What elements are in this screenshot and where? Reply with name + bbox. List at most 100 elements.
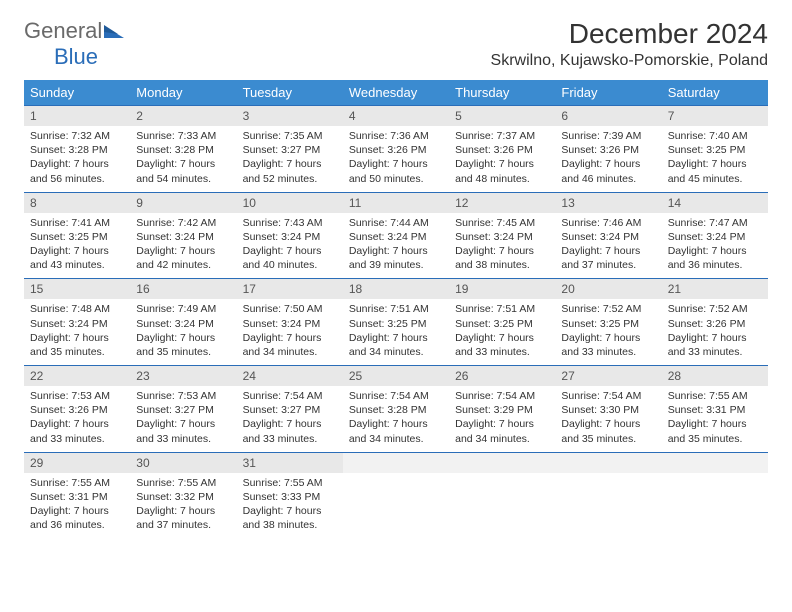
daylight-text: Daylight: 7 hours and 33 minutes. [561, 331, 655, 359]
daylight-text: Daylight: 7 hours and 54 minutes. [136, 157, 230, 185]
sunrise-text: Sunrise: 7:54 AM [455, 389, 549, 403]
calendar-week-row: 1Sunrise: 7:32 AMSunset: 3:28 PMDaylight… [24, 106, 768, 193]
sunset-text: Sunset: 3:26 PM [455, 143, 549, 157]
day-body: Sunrise: 7:52 AMSunset: 3:26 PMDaylight:… [662, 299, 768, 365]
sunrise-text: Sunrise: 7:35 AM [243, 129, 337, 143]
day-body [343, 473, 449, 531]
calendar-day-cell: 28Sunrise: 7:55 AMSunset: 3:31 PMDayligh… [662, 366, 768, 453]
day-number [555, 453, 661, 473]
daylight-text: Daylight: 7 hours and 36 minutes. [668, 244, 762, 272]
day-number: 2 [130, 106, 236, 126]
day-number: 23 [130, 366, 236, 386]
daylight-text: Daylight: 7 hours and 36 minutes. [30, 504, 124, 532]
sunrise-text: Sunrise: 7:55 AM [668, 389, 762, 403]
calendar-day-cell: 25Sunrise: 7:54 AMSunset: 3:28 PMDayligh… [343, 366, 449, 453]
sunrise-text: Sunrise: 7:51 AM [455, 302, 549, 316]
day-body: Sunrise: 7:52 AMSunset: 3:25 PMDaylight:… [555, 299, 661, 365]
sunset-text: Sunset: 3:28 PM [30, 143, 124, 157]
location-subtitle: Skrwilno, Kujawsko-Pomorskie, Poland [491, 52, 768, 70]
daylight-text: Daylight: 7 hours and 33 minutes. [243, 417, 337, 445]
day-body: Sunrise: 7:48 AMSunset: 3:24 PMDaylight:… [24, 299, 130, 365]
calendar-day-cell: 19Sunrise: 7:51 AMSunset: 3:25 PMDayligh… [449, 279, 555, 366]
calendar-day-cell [662, 452, 768, 538]
sunset-text: Sunset: 3:24 PM [243, 317, 337, 331]
calendar-day-cell: 26Sunrise: 7:54 AMSunset: 3:29 PMDayligh… [449, 366, 555, 453]
day-body: Sunrise: 7:32 AMSunset: 3:28 PMDaylight:… [24, 126, 130, 192]
brand-logo: General Blue [24, 18, 124, 70]
day-number: 14 [662, 193, 768, 213]
calendar-day-cell [555, 452, 661, 538]
sunrise-text: Sunrise: 7:39 AM [561, 129, 655, 143]
day-body: Sunrise: 7:47 AMSunset: 3:24 PMDaylight:… [662, 213, 768, 279]
day-number: 19 [449, 279, 555, 299]
day-body: Sunrise: 7:49 AMSunset: 3:24 PMDaylight:… [130, 299, 236, 365]
sunrise-text: Sunrise: 7:44 AM [349, 216, 443, 230]
calendar-day-cell: 23Sunrise: 7:53 AMSunset: 3:27 PMDayligh… [130, 366, 236, 453]
calendar-day-cell: 8Sunrise: 7:41 AMSunset: 3:25 PMDaylight… [24, 192, 130, 279]
day-number: 1 [24, 106, 130, 126]
daylight-text: Daylight: 7 hours and 39 minutes. [349, 244, 443, 272]
sunset-text: Sunset: 3:28 PM [136, 143, 230, 157]
brand-text-2: Blue [54, 44, 98, 69]
sunset-text: Sunset: 3:26 PM [668, 317, 762, 331]
day-body: Sunrise: 7:55 AMSunset: 3:32 PMDaylight:… [130, 473, 236, 539]
sunrise-text: Sunrise: 7:55 AM [136, 476, 230, 490]
sunrise-text: Sunrise: 7:36 AM [349, 129, 443, 143]
sunrise-text: Sunrise: 7:54 AM [561, 389, 655, 403]
sunset-text: Sunset: 3:30 PM [561, 403, 655, 417]
day-number: 4 [343, 106, 449, 126]
day-body: Sunrise: 7:50 AMSunset: 3:24 PMDaylight:… [237, 299, 343, 365]
calendar-day-cell: 11Sunrise: 7:44 AMSunset: 3:24 PMDayligh… [343, 192, 449, 279]
day-body: Sunrise: 7:33 AMSunset: 3:28 PMDaylight:… [130, 126, 236, 192]
calendar-table: SundayMondayTuesdayWednesdayThursdayFrid… [24, 80, 768, 538]
sunset-text: Sunset: 3:26 PM [561, 143, 655, 157]
day-body: Sunrise: 7:53 AMSunset: 3:27 PMDaylight:… [130, 386, 236, 452]
day-number: 3 [237, 106, 343, 126]
day-body: Sunrise: 7:46 AMSunset: 3:24 PMDaylight:… [555, 213, 661, 279]
day-body: Sunrise: 7:54 AMSunset: 3:30 PMDaylight:… [555, 386, 661, 452]
sunrise-text: Sunrise: 7:49 AM [136, 302, 230, 316]
calendar-day-cell: 12Sunrise: 7:45 AMSunset: 3:24 PMDayligh… [449, 192, 555, 279]
sunrise-text: Sunrise: 7:32 AM [30, 129, 124, 143]
day-number: 9 [130, 193, 236, 213]
day-label: Saturday [662, 80, 768, 106]
daylight-text: Daylight: 7 hours and 34 minutes. [455, 417, 549, 445]
day-number: 5 [449, 106, 555, 126]
sunset-text: Sunset: 3:24 PM [136, 230, 230, 244]
sunset-text: Sunset: 3:32 PM [136, 490, 230, 504]
day-body: Sunrise: 7:55 AMSunset: 3:31 PMDaylight:… [24, 473, 130, 539]
daylight-text: Daylight: 7 hours and 33 minutes. [30, 417, 124, 445]
sunrise-text: Sunrise: 7:55 AM [243, 476, 337, 490]
day-body: Sunrise: 7:37 AMSunset: 3:26 PMDaylight:… [449, 126, 555, 192]
calendar-day-cell: 13Sunrise: 7:46 AMSunset: 3:24 PMDayligh… [555, 192, 661, 279]
daylight-text: Daylight: 7 hours and 35 minutes. [30, 331, 124, 359]
sunrise-text: Sunrise: 7:52 AM [668, 302, 762, 316]
day-number: 17 [237, 279, 343, 299]
calendar-day-cell: 18Sunrise: 7:51 AMSunset: 3:25 PMDayligh… [343, 279, 449, 366]
day-body: Sunrise: 7:36 AMSunset: 3:26 PMDaylight:… [343, 126, 449, 192]
sunset-text: Sunset: 3:31 PM [30, 490, 124, 504]
day-number: 24 [237, 366, 343, 386]
day-number: 12 [449, 193, 555, 213]
calendar-day-cell: 7Sunrise: 7:40 AMSunset: 3:25 PMDaylight… [662, 106, 768, 193]
calendar-day-cell: 1Sunrise: 7:32 AMSunset: 3:28 PMDaylight… [24, 106, 130, 193]
day-body [662, 473, 768, 531]
calendar-day-cell [449, 452, 555, 538]
daylight-text: Daylight: 7 hours and 35 minutes. [561, 417, 655, 445]
day-body: Sunrise: 7:39 AMSunset: 3:26 PMDaylight:… [555, 126, 661, 192]
day-body [555, 473, 661, 531]
sunrise-text: Sunrise: 7:37 AM [455, 129, 549, 143]
brand-mark-icon [104, 18, 124, 44]
daylight-text: Daylight: 7 hours and 52 minutes. [243, 157, 337, 185]
title-block: December 2024 Skrwilno, Kujawsko-Pomorsk… [491, 18, 768, 70]
calendar-day-cell: 5Sunrise: 7:37 AMSunset: 3:26 PMDaylight… [449, 106, 555, 193]
sunrise-text: Sunrise: 7:53 AM [136, 389, 230, 403]
calendar-day-cell: 17Sunrise: 7:50 AMSunset: 3:24 PMDayligh… [237, 279, 343, 366]
day-number: 26 [449, 366, 555, 386]
sunrise-text: Sunrise: 7:41 AM [30, 216, 124, 230]
day-label: Thursday [449, 80, 555, 106]
daylight-text: Daylight: 7 hours and 34 minutes. [243, 331, 337, 359]
day-body: Sunrise: 7:55 AMSunset: 3:33 PMDaylight:… [237, 473, 343, 539]
calendar-day-cell: 29Sunrise: 7:55 AMSunset: 3:31 PMDayligh… [24, 452, 130, 538]
daylight-text: Daylight: 7 hours and 34 minutes. [349, 331, 443, 359]
